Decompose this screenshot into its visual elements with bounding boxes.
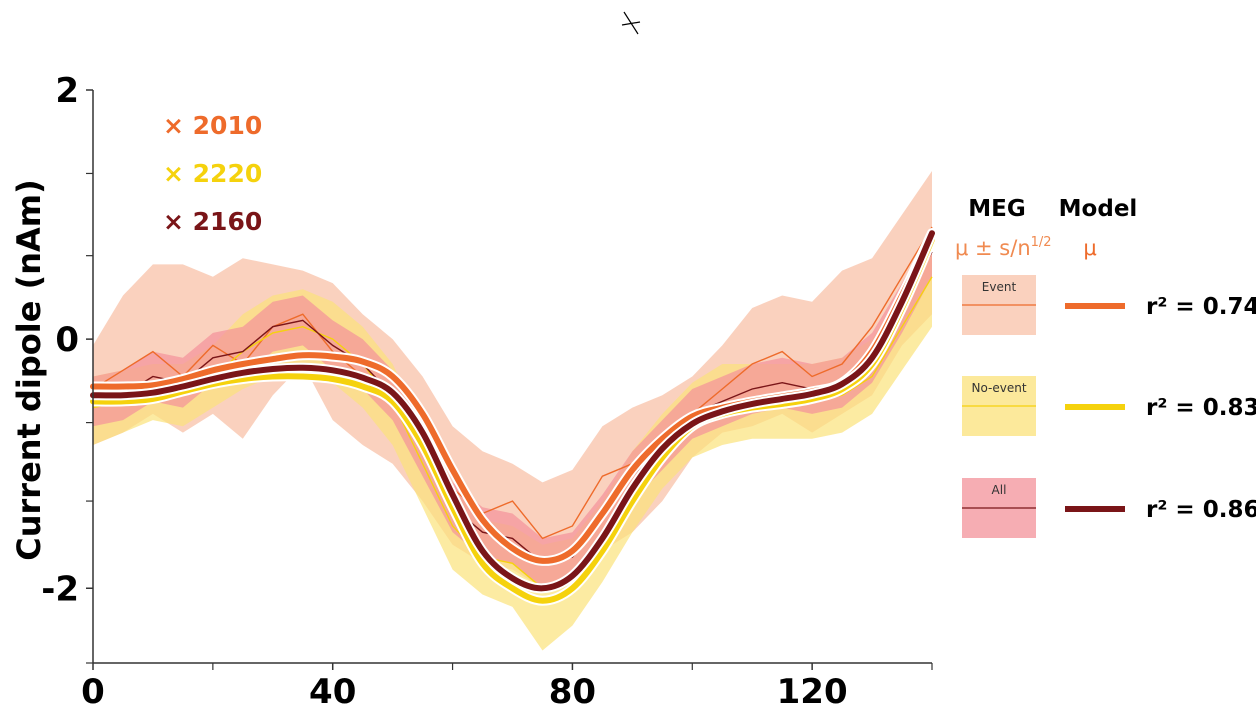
y-tick-label-0: 0 [55, 320, 79, 360]
y-tick-label-2: 2 [55, 71, 79, 111]
scale-factor-0: × 2010 [163, 111, 262, 140]
axis-ticks: 0 40 80 120 -2 0 2 [41, 71, 933, 706]
band-event [93, 171, 932, 589]
top-marker-glyph [621, 11, 641, 35]
legend-box-label-all: All [992, 483, 1007, 497]
x-tick-label-80: 80 [549, 672, 596, 706]
scale-factor-2: × 2160 [163, 207, 262, 236]
model-line-all [90, 230, 935, 592]
y-tick-label--2: -2 [41, 569, 79, 609]
x-tick-label-120: 120 [777, 672, 848, 706]
meg-bands [93, 171, 932, 651]
meg-line-all [92, 251, 933, 565]
legend: MEG Model μ ± s/n1/2 μ Event r² = 0.74 No-… [955, 196, 1256, 538]
scale-factor-1: × 2220 [163, 159, 262, 188]
x-tick-label-40: 40 [309, 672, 356, 706]
model-mean-lines [88, 228, 937, 606]
axes [92, 90, 932, 664]
legend-meg-stat-text: μ ± s/n [955, 236, 1031, 260]
legend-meg-stat: μ ± s/n1/2 [955, 235, 1052, 260]
meg-line-event [92, 226, 933, 540]
legend-model-stat: μ [1083, 236, 1096, 260]
legend-entries: Event r² = 0.74 No-event r² = 0.83 All r² = 0… [962, 275, 1256, 538]
legend-meg-header: MEG [968, 196, 1025, 222]
legend-box-label-event: Event [982, 280, 1017, 294]
model-line-no-event [90, 236, 935, 604]
legend-box-label-no-event: No-event [971, 381, 1026, 395]
legend-r2-all: r² = 0.86 [1146, 497, 1256, 523]
legend-model-header: Model [1059, 196, 1138, 222]
legend-r2-event: r² = 0.74 [1146, 294, 1256, 320]
y-axis-label: Current dipole (nAm) [10, 179, 48, 560]
legend-r2-no-event: r² = 0.83 [1146, 395, 1256, 421]
legend-meg-stat-exp: 1/2 [1031, 235, 1052, 250]
band-all [93, 227, 932, 589]
x-tick-label-0: 0 [81, 672, 105, 706]
